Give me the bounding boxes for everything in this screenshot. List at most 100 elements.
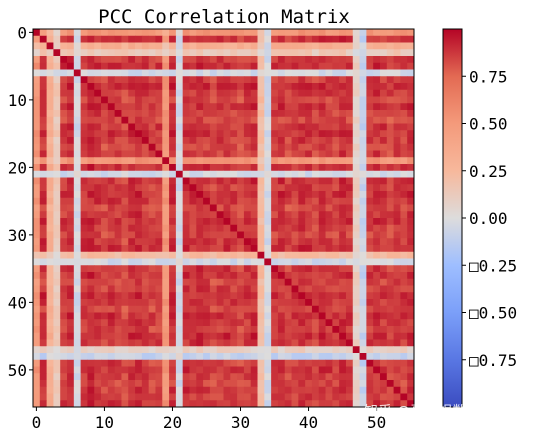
heatmap-cell bbox=[196, 89, 204, 97]
heatmap-cell bbox=[209, 103, 218, 111]
heatmap-cell bbox=[257, 326, 265, 334]
heatmap-cell bbox=[209, 278, 218, 286]
heatmap-cell bbox=[73, 29, 82, 37]
heatmap-cell bbox=[67, 29, 75, 37]
heatmap-cell bbox=[216, 96, 224, 104]
heatmap-cell bbox=[284, 130, 292, 138]
heatmap-cell bbox=[223, 332, 231, 340]
heatmap-cell bbox=[216, 56, 224, 64]
heatmap-cell bbox=[373, 143, 381, 151]
heatmap-cell bbox=[94, 157, 102, 165]
heatmap-cell bbox=[73, 191, 82, 199]
heatmap-cell bbox=[284, 76, 292, 84]
heatmap-cell bbox=[209, 164, 218, 172]
heatmap-cell bbox=[277, 116, 286, 124]
heatmap-cell bbox=[128, 123, 136, 131]
heatmap-cell bbox=[121, 393, 129, 401]
heatmap-cell bbox=[53, 272, 61, 280]
heatmap-cell bbox=[114, 69, 122, 77]
heatmap-cell bbox=[162, 76, 170, 84]
heatmap-cell bbox=[359, 130, 367, 138]
heatmap-cell bbox=[94, 211, 102, 219]
heatmap-cell bbox=[386, 258, 394, 266]
heatmap-cell bbox=[230, 231, 238, 239]
heatmap-cell bbox=[345, 299, 354, 307]
heatmap-cell bbox=[237, 177, 245, 185]
y-tick-label: 0 bbox=[17, 23, 27, 42]
heatmap-cell bbox=[67, 130, 75, 138]
heatmap-cell bbox=[33, 116, 41, 124]
heatmap-cell bbox=[373, 130, 381, 138]
heatmap-cell bbox=[189, 137, 197, 145]
heatmap-cell bbox=[182, 393, 190, 401]
heatmap-cell bbox=[46, 177, 54, 185]
heatmap-cell bbox=[141, 35, 150, 43]
heatmap-cell bbox=[114, 211, 122, 219]
heatmap-cell bbox=[80, 170, 88, 178]
heatmap-cell bbox=[135, 258, 143, 266]
heatmap-cell bbox=[277, 177, 286, 185]
heatmap-cell bbox=[271, 265, 279, 273]
heatmap-cell bbox=[379, 218, 388, 226]
colorbar-tick-label: □0.50 bbox=[469, 304, 517, 323]
heatmap-cell bbox=[277, 35, 286, 43]
heatmap-cell bbox=[189, 150, 197, 158]
heatmap-cell bbox=[298, 184, 306, 192]
heatmap-cell bbox=[250, 285, 258, 293]
heatmap-cell bbox=[230, 96, 238, 104]
heatmap-cell bbox=[311, 245, 320, 253]
heatmap-cell bbox=[230, 177, 238, 185]
heatmap-cell bbox=[196, 285, 204, 293]
heatmap-cell bbox=[80, 393, 88, 401]
heatmap-cell bbox=[386, 400, 394, 408]
heatmap-cell bbox=[121, 231, 129, 239]
heatmap-cell bbox=[209, 116, 218, 124]
heatmap-cell bbox=[101, 386, 109, 394]
heatmap-cell bbox=[271, 150, 279, 158]
heatmap-cell bbox=[107, 346, 116, 354]
heatmap-cell bbox=[277, 272, 286, 280]
heatmap-cell bbox=[379, 258, 388, 266]
heatmap-cell bbox=[243, 272, 252, 280]
heatmap-cell bbox=[393, 218, 401, 226]
heatmap-cell bbox=[33, 359, 41, 367]
heatmap-cell bbox=[373, 319, 381, 327]
heatmap-cell bbox=[223, 312, 231, 320]
heatmap-cell bbox=[223, 292, 231, 300]
heatmap-cell bbox=[135, 62, 143, 70]
heatmap-cell bbox=[271, 137, 279, 145]
heatmap-cell bbox=[114, 42, 122, 50]
heatmap-cell bbox=[39, 265, 47, 273]
heatmap-cell bbox=[46, 29, 54, 37]
heatmap-cell bbox=[39, 157, 47, 165]
heatmap-cell bbox=[325, 130, 333, 138]
heatmap-cell bbox=[189, 231, 197, 239]
heatmap-cell bbox=[386, 211, 394, 219]
heatmap-cell bbox=[393, 49, 401, 57]
heatmap-cell bbox=[73, 56, 82, 64]
heatmap-cell bbox=[155, 42, 163, 50]
heatmap-cell bbox=[400, 56, 408, 64]
heatmap-cell bbox=[325, 265, 333, 273]
heatmap-cell bbox=[46, 393, 54, 401]
heatmap-cell bbox=[94, 89, 102, 97]
heatmap-cell bbox=[196, 164, 204, 172]
heatmap-cell bbox=[101, 157, 109, 165]
heatmap-cell bbox=[243, 380, 252, 388]
heatmap-cell bbox=[67, 56, 75, 64]
heatmap-cell bbox=[155, 177, 163, 185]
heatmap-cell bbox=[53, 184, 61, 192]
heatmap-cell bbox=[73, 164, 82, 172]
heatmap-cell bbox=[141, 123, 150, 131]
heatmap-cell bbox=[175, 400, 184, 408]
heatmap-cell bbox=[318, 76, 326, 84]
heatmap-cell bbox=[216, 393, 224, 401]
heatmap-cell bbox=[345, 191, 354, 199]
heatmap-cell bbox=[39, 191, 47, 199]
heatmap-cell bbox=[352, 231, 360, 239]
heatmap-cell bbox=[250, 110, 258, 118]
heatmap-cell bbox=[352, 110, 360, 118]
heatmap-cell bbox=[216, 103, 224, 111]
heatmap-cell bbox=[345, 103, 354, 111]
heatmap-cell bbox=[121, 353, 129, 361]
